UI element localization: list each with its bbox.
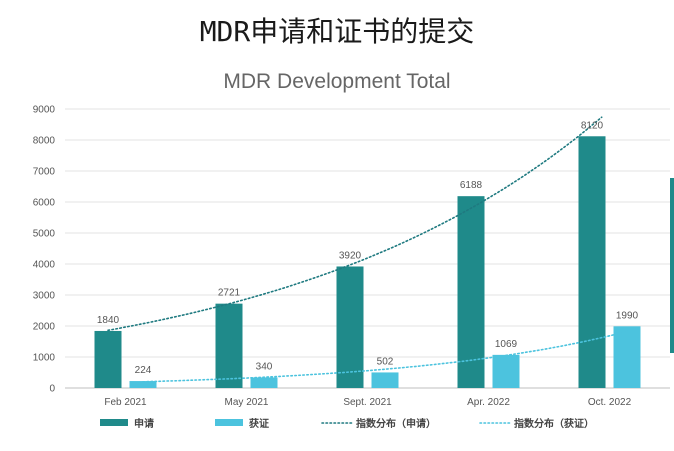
x-tick-label: May 2021 [225, 397, 269, 408]
bar-certificates [250, 377, 278, 388]
bar-certificates [129, 381, 157, 388]
data-label: 1990 [616, 310, 639, 321]
grid-lines [65, 108, 670, 389]
bar-certificates [613, 326, 641, 388]
y-axis-ticks: 0 1000 2000 3000 4000 5000 6000 7000 8000 9000 [33, 105, 56, 395]
bar-applications [578, 136, 606, 388]
trendlines [107, 116, 638, 383]
legend: 申请 获证 指数分布（申请） 指数分布（获证） [100, 417, 594, 430]
legend-swatch [100, 419, 128, 426]
y-tick-label: 6000 [33, 198, 56, 209]
bar-applications [457, 196, 485, 388]
legend-label: 指数分布（获证） [514, 417, 594, 430]
x-tick-label: Sept. 2021 [343, 397, 392, 408]
legend-label: 指数分布（申请） [356, 417, 436, 430]
edge-decoration [670, 178, 674, 353]
bars [94, 136, 641, 388]
data-label: 8120 [581, 120, 604, 131]
data-label: 340 [256, 361, 273, 372]
x-tick-label: Apr. 2022 [467, 397, 510, 408]
bar-applications [215, 303, 243, 388]
data-label: 3920 [339, 250, 362, 261]
trendline-certificates [142, 328, 638, 383]
chart-title: MDR Development Total [223, 70, 451, 93]
trendline-applications [107, 116, 603, 332]
x-axis-ticks: Feb 2021 May 2021 Sept. 2021 Apr. 2022 Oct. … [104, 397, 631, 408]
bar-certificates [492, 354, 520, 388]
data-label: 502 [377, 356, 394, 367]
y-tick-label: 8000 [33, 136, 56, 147]
y-tick-label: 9000 [33, 105, 56, 116]
page-title: MDR申请和证书的提交 [199, 15, 475, 48]
y-tick-label: 5000 [33, 229, 56, 240]
x-tick-label: Feb 2021 [104, 397, 147, 408]
legend-label: 获证 [248, 417, 269, 430]
y-tick-label: 3000 [33, 291, 56, 302]
data-label: 224 [135, 365, 152, 376]
y-tick-label: 0 [49, 384, 55, 395]
data-labels: 1840 224 2721 340 3920 502 6188 1069 8120 1990 [97, 120, 639, 376]
y-tick-label: 1000 [33, 353, 56, 364]
bar-certificates [371, 372, 399, 388]
data-label: 1840 [97, 315, 120, 326]
y-tick-label: 7000 [33, 167, 56, 178]
data-label: 6188 [460, 180, 483, 191]
legend-swatch [215, 419, 243, 426]
data-label: 1069 [495, 339, 518, 350]
legend-label: 申请 [134, 417, 154, 430]
data-label: 2721 [218, 288, 241, 299]
x-tick-label: Oct. 2022 [588, 397, 632, 408]
bar-applications [94, 330, 122, 388]
bar-applications [336, 266, 364, 388]
y-tick-label: 2000 [33, 322, 56, 333]
y-tick-label: 4000 [33, 260, 56, 271]
